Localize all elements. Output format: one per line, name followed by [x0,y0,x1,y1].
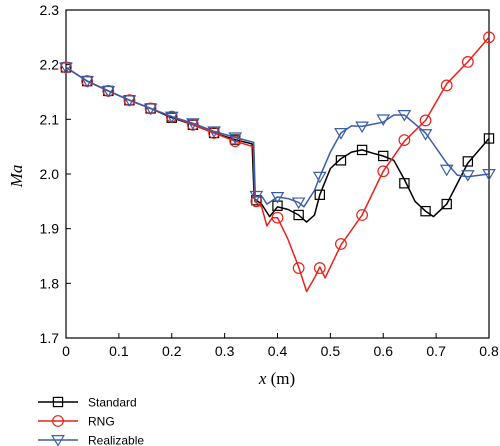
x-tick-label: 0.3 [215,343,235,359]
data-point-realizable [291,197,306,210]
data-point-realizable [312,171,327,184]
data-point-standard [335,155,347,166]
data-point-realizable [186,118,200,130]
x-axis-title: x (m) [258,369,295,388]
legend-item-rng: RNG [38,415,115,429]
y-tick-label: 1.8 [40,275,60,291]
data-point-standard [462,156,474,167]
data-point-realizable [59,62,73,75]
series-rng [60,31,495,293]
legend-marker-rng [52,415,64,427]
data-point-standard [483,133,495,144]
y-tick-label: 2.3 [40,2,60,18]
data-point-standard [356,144,368,156]
series-line-realizable [65,66,490,208]
data-point-realizable [355,121,369,134]
data-point-rng [419,114,432,127]
data-point-realizable [418,129,433,141]
x-axis: 0 0.1 0.2 0.3 0.4 0.5 0.6 0.7 0.8 [62,333,499,359]
data-point-rng [483,31,495,44]
data-point-standard [293,209,304,221]
legend-label: Standard [88,396,137,410]
plot-frame [65,9,490,339]
series-line-rng [65,36,490,293]
legend-marker-realizable [51,435,65,446]
x-axis-title-unit: (m) [266,369,295,388]
data-point-rng [292,262,305,274]
data-point-realizable [249,190,264,203]
data-point-rng [271,211,284,224]
x-tick-label: 0.2 [162,343,182,359]
data-point-standard [314,189,326,200]
data-point-realizable [80,76,94,88]
data-point-realizable [270,192,285,204]
y-tick-label: 2.2 [40,57,60,73]
y-tick-label: 2.1 [40,111,60,127]
data-point-realizable [376,114,391,127]
x-tick-label: 0.1 [109,343,129,359]
data-point-realizable [228,132,243,145]
data-point-realizable [143,103,158,116]
data-point-realizable [461,170,475,182]
y-tick-label: 1.7 [40,330,60,346]
data-point-rng [377,165,390,178]
series-standard [60,62,495,223]
legend-item-standard: Standard [38,396,137,410]
data-point-standard [420,205,431,217]
data-point-rng [229,135,242,148]
legend-label: Realizable [88,434,144,446]
x-tick-label: 0 [62,343,70,359]
data-point-realizable [164,111,179,124]
data-point-standard [399,178,410,189]
data-point-realizable [439,164,454,177]
x-tick-label: 0.4 [268,343,288,359]
x-tick-label: 0.5 [321,343,341,359]
x-tick-label: 0.8 [479,343,499,359]
data-point-rng [356,209,369,221]
series-realizable [59,62,496,210]
data-point-realizable [482,169,496,181]
data-point-rng [398,134,411,147]
data-point-rng [335,238,347,250]
y-tick-label: 2.0 [40,166,60,182]
legend-marker-standard [52,396,64,408]
series-line-standard [65,66,490,223]
y-tick-label: 1.9 [40,221,60,237]
data-point-standard [441,198,452,210]
x-axis-title-variable: x [258,369,267,388]
series-layer [59,31,496,293]
data-point-realizable [101,85,116,98]
y-axis-title: Ma [7,165,26,189]
data-point-rng [440,79,453,92]
y-axis: 1.7 1.8 1.9 2.0 2.1 2.2 2.3 [40,2,71,346]
x-tick-label: 0.7 [426,343,446,359]
data-point-standard [272,200,283,211]
legend: Standard RNG Realizable [38,396,144,446]
data-point-realizable [207,126,221,139]
x-tick-label: 0.6 [374,343,394,359]
legend-label: RNG [88,415,115,429]
data-point-rng [250,195,263,208]
plot-area-border [65,9,490,339]
data-point-realizable [334,128,348,140]
data-point-standard [378,150,389,162]
data-point-rng [313,262,326,274]
legend-item-realizable: Realizable [38,434,144,446]
data-point-realizable [122,95,137,107]
data-point-realizable [397,110,412,122]
data-point-rng [461,56,474,68]
